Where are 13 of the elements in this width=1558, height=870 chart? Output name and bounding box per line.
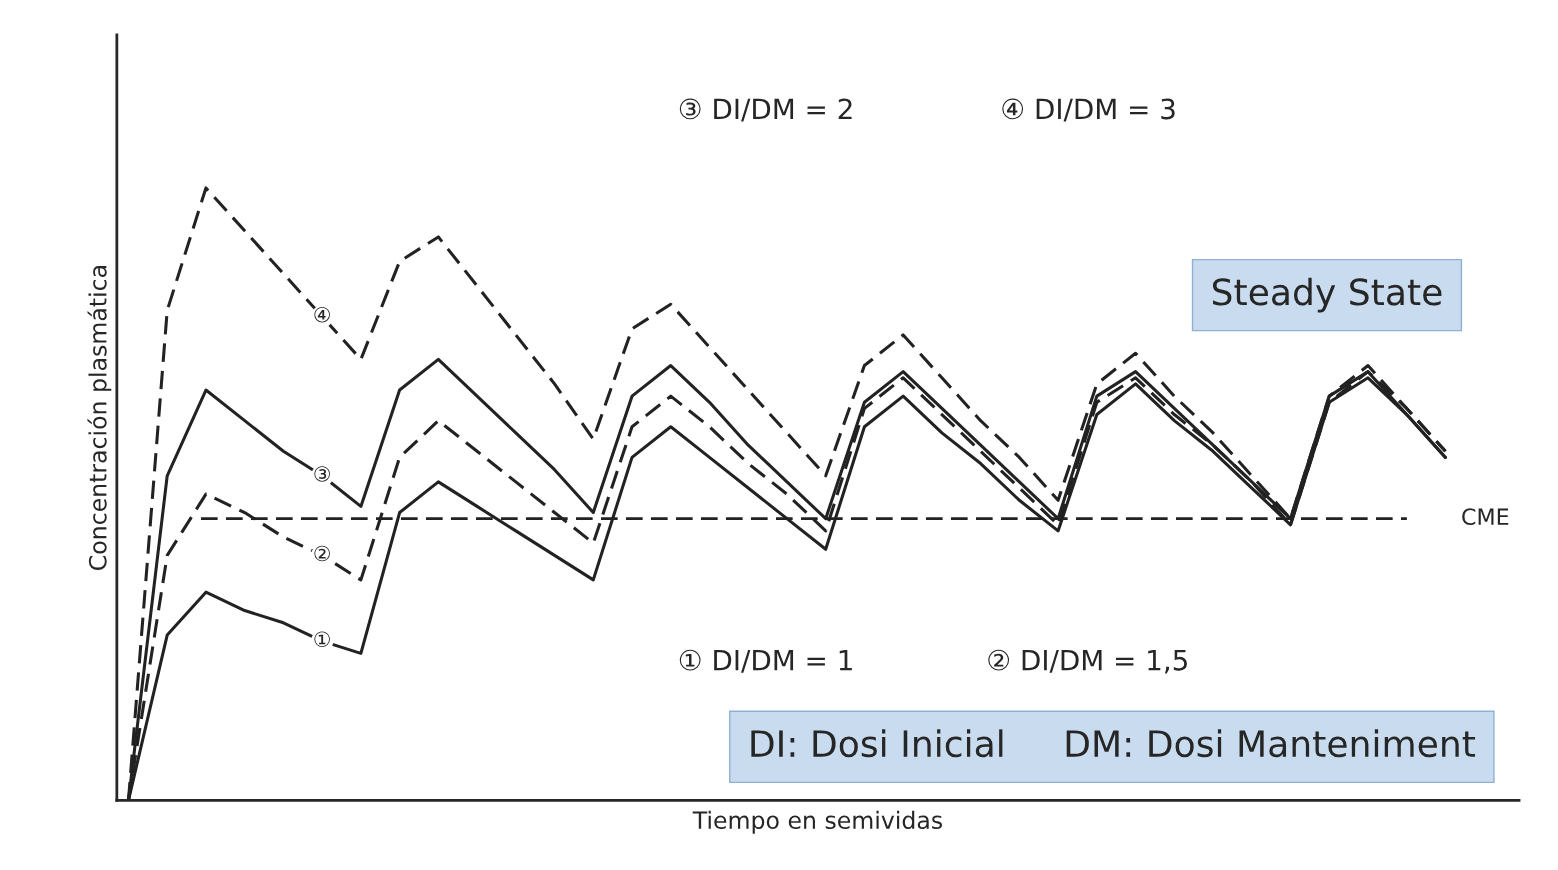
series-label: ③ (314, 466, 330, 482)
series-label: ① (314, 631, 330, 648)
series-label: ④ (314, 306, 330, 323)
annotation: ① DI/DM = 1 (679, 649, 852, 673)
text: ③ DI/DM = 2 (679, 98, 852, 122)
annotation: ② DI/DM = 1,5 (988, 649, 1187, 674)
annotation: Steady State (1212, 277, 1442, 313)
text: ④ DI/DM = 3 (1002, 98, 1175, 122)
series-label: ② (314, 545, 330, 562)
y-axis-title: Concentración plasmática (87, 266, 112, 570)
ref-line-label: CME (1462, 508, 1509, 526)
annotation: DI: Dosi Inicial DM: Dosi Manteniment (751, 729, 1476, 758)
x-axis-title: Tiempo en semividas (692, 810, 942, 834)
